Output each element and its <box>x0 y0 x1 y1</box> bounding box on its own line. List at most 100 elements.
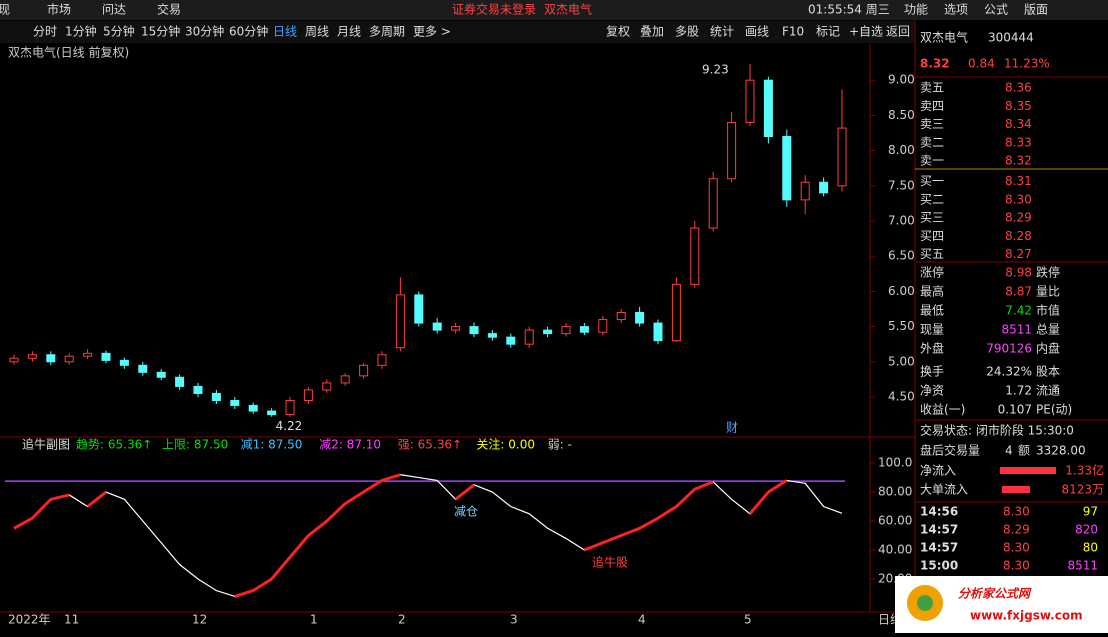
book-price: 8.36 <box>1005 81 1032 95</box>
trend-rise <box>31 498 52 520</box>
candle-body <box>524 329 534 345</box>
period-tab[interactable]: 5分钟 <box>103 24 135 39</box>
tool-button[interactable]: 叠加 <box>640 25 664 39</box>
candle-body <box>395 294 405 349</box>
candle-body <box>561 326 571 335</box>
y-tick-label: 4.50 <box>888 389 915 403</box>
logo-url: www.fxjgsw.com <box>970 609 1083 623</box>
stat-label: 内盘 <box>1036 341 1060 356</box>
tool-button[interactable]: 标记 <box>816 25 840 39</box>
stat-label: 最低 <box>920 304 944 318</box>
flow-bar <box>1002 486 1030 493</box>
menu-stock: 双杰电气 <box>544 2 592 17</box>
trend-rise <box>86 490 107 508</box>
price-change: 0.84 <box>968 57 995 71</box>
menu-item[interactable]: 功能 <box>904 3 928 17</box>
trend-rise <box>252 577 273 592</box>
period-tab[interactable]: 1分钟 <box>65 24 97 39</box>
logo-icon <box>917 595 933 611</box>
stat-label: 涨停 <box>920 265 944 280</box>
high-annotation: 9.23 <box>702 63 729 77</box>
y-tick-label: 6.00 <box>888 284 915 298</box>
trend-rise <box>602 534 622 545</box>
menu-item[interactable]: 版面 <box>1024 3 1048 17</box>
period-tab[interactable]: 30分钟 <box>185 24 224 39</box>
menu-item[interactable]: 公式 <box>984 3 1008 17</box>
trade-volume: 8511 <box>1067 559 1098 573</box>
stat-label: 收益(一) <box>920 403 965 417</box>
tool-button[interactable]: 画线 <box>745 25 769 39</box>
candle-body <box>432 322 442 331</box>
trade-price: 8.30 <box>1003 505 1030 519</box>
menu-item[interactable]: 交易 <box>157 2 181 17</box>
trend-rise <box>454 483 475 501</box>
x-tick-label: 4 <box>638 613 646 627</box>
stat-value: 8.98 <box>1005 266 1032 280</box>
period-tab[interactable]: 更多 > <box>413 25 451 39</box>
trade-status: 交易状态: 闭市阶段 15:30:0 <box>920 423 1074 438</box>
stat-label: 外盘 <box>920 341 944 356</box>
book-label: 买五 <box>920 247 944 261</box>
after-label: 额 <box>1018 444 1030 458</box>
trend-rise <box>381 473 401 482</box>
book-label: 卖一 <box>920 154 944 168</box>
candle-body <box>800 181 810 201</box>
period-tab[interactable]: 60分钟 <box>229 24 268 39</box>
candle-body <box>579 326 589 333</box>
legend-entry: 强: 65.36↑ <box>398 438 462 452</box>
y-tick-label: 6.50 <box>888 249 915 263</box>
tool-button[interactable]: 复权 <box>606 25 630 39</box>
tool-button[interactable]: 多股 <box>675 25 699 39</box>
candle-body <box>303 389 313 402</box>
tool-button[interactable]: 返回 <box>886 25 910 39</box>
menu-item[interactable]: 市场 <box>47 2 71 17</box>
trade-price: 8.29 <box>1003 523 1030 537</box>
stat-label: 市值 <box>1036 303 1060 318</box>
trade-volume: 80 <box>1083 541 1098 555</box>
y-tick-label: 9.00 <box>888 73 915 87</box>
candle-body <box>156 371 166 378</box>
period-tab[interactable]: 15分钟 <box>141 24 180 39</box>
period-tab[interactable]: 周线 <box>305 25 329 39</box>
candle-body <box>175 376 185 387</box>
period-tab[interactable]: 多周期 <box>369 25 405 39</box>
trend-rise <box>638 516 659 530</box>
y-tick-label: 60.00 <box>878 514 912 528</box>
after-value: 3328.00 <box>1036 444 1086 458</box>
x-tick-label: 2 <box>398 613 406 627</box>
candle-body <box>193 385 203 394</box>
menu-item[interactable]: 变现 <box>0 2 10 17</box>
menu-item[interactable]: 选项 <box>944 3 968 17</box>
candle-body <box>745 79 755 123</box>
candle-body <box>708 178 718 229</box>
period-tab[interactable]: 日线 <box>273 25 297 39</box>
stat-label: 流通 <box>1036 384 1060 398</box>
tool-button[interactable]: 统计 <box>710 25 734 39</box>
candle-body <box>359 364 369 377</box>
trend-rise <box>50 493 70 501</box>
x-tick-label: 11 <box>64 613 79 627</box>
book-price: 8.34 <box>1005 117 1032 131</box>
tool-button[interactable]: +自选 <box>849 25 883 39</box>
sub-title: 追牛副图 <box>22 437 70 452</box>
candle-body <box>119 359 129 366</box>
y-tick-label: 8.50 <box>888 108 915 122</box>
period-tab[interactable]: 分时 <box>33 25 57 39</box>
candle-body <box>9 357 19 363</box>
tool-button[interactable]: F10 <box>782 25 804 39</box>
trade-time: 14:57 <box>920 541 958 555</box>
menu-item[interactable]: 问达 <box>102 3 126 17</box>
period-tab[interactable]: 月线 <box>337 25 361 39</box>
candle-body <box>285 400 295 416</box>
x-tick-label: 3 <box>510 613 518 627</box>
candle-body <box>782 136 792 201</box>
book-price: 8.35 <box>1005 99 1032 113</box>
stat-label: PE(动) <box>1036 403 1072 417</box>
candle-body <box>101 352 111 361</box>
candle-body <box>487 333 497 338</box>
candle-body <box>598 319 608 333</box>
book-price: 8.28 <box>1005 229 1032 243</box>
trend-rise <box>325 502 347 523</box>
legend-entry: 关注: 0.00 <box>476 437 535 452</box>
book-price: 8.33 <box>1005 135 1032 149</box>
